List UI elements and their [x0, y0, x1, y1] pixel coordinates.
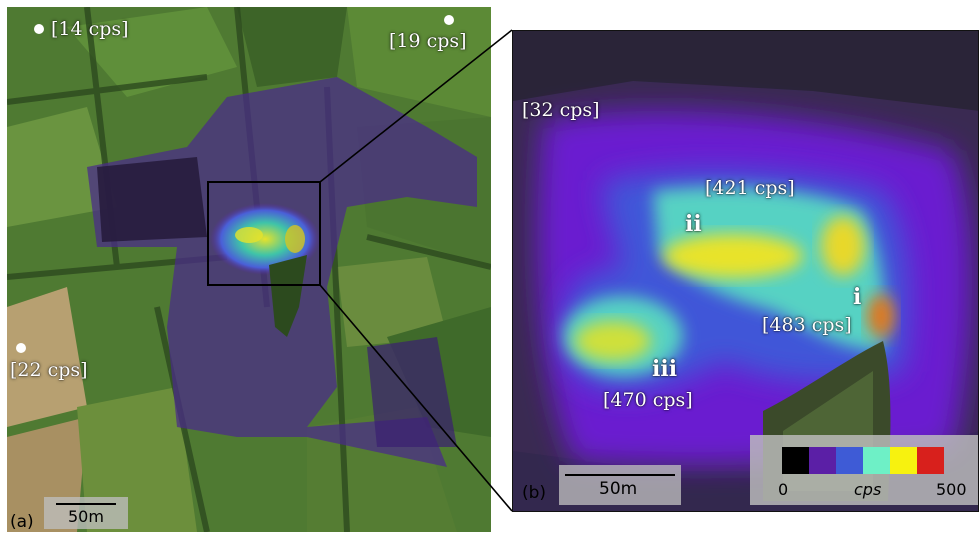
legend-swatch: [809, 447, 836, 474]
measurement-point-marker: [444, 15, 454, 25]
hotspot-id: ii: [685, 211, 702, 237]
aerial-map-image: [7, 7, 491, 532]
aerial-map-panel[interactable]: [14 cps] [19 cps] [22 cps] (a) 50m: [7, 7, 491, 532]
scale-bar-label: 50m: [599, 479, 638, 499]
measurement-label: [19 cps]: [389, 30, 467, 52]
legend-max-label: 500: [936, 480, 967, 499]
scale-bar-line: [565, 474, 675, 476]
measurement-point-marker: [16, 343, 26, 353]
zoom-region-box: [207, 181, 321, 286]
legend-swatch: [836, 447, 863, 474]
scale-bar: 50m: [559, 465, 681, 505]
legend-min-label: 0: [778, 480, 789, 499]
legend-swatch: [863, 447, 890, 474]
hotspot-label: [421 cps]: [705, 177, 795, 199]
heatmap-zoom-panel[interactable]: [32 cps] ii [421 cps] i [483 cps] iii [4…: [512, 30, 979, 512]
legend-unit-label: cps: [854, 480, 882, 499]
hotspot-id: i: [853, 284, 862, 310]
hotspot-label: [483 cps]: [762, 314, 852, 336]
measurement-point-marker: [34, 24, 44, 34]
measurement-label: [14 cps]: [51, 18, 129, 40]
measurement-label: [22 cps]: [10, 359, 88, 381]
scale-bar-label: 50m: [68, 507, 104, 526]
color-legend: 0 cps 500: [750, 435, 978, 505]
background-level-label: [32 cps]: [522, 99, 600, 121]
scale-bar-line: [56, 503, 116, 505]
hotspot-label: [470 cps]: [603, 389, 693, 411]
hotspot-id: iii: [652, 356, 678, 382]
heatmap-image: [513, 31, 978, 511]
scale-bar: 50m: [44, 497, 128, 529]
legend-swatch: [917, 447, 944, 474]
panel-tag: (a): [10, 512, 34, 532]
panel-tag: (b): [522, 483, 547, 503]
legend-swatch: [890, 447, 917, 474]
legend-swatch: [782, 447, 809, 474]
